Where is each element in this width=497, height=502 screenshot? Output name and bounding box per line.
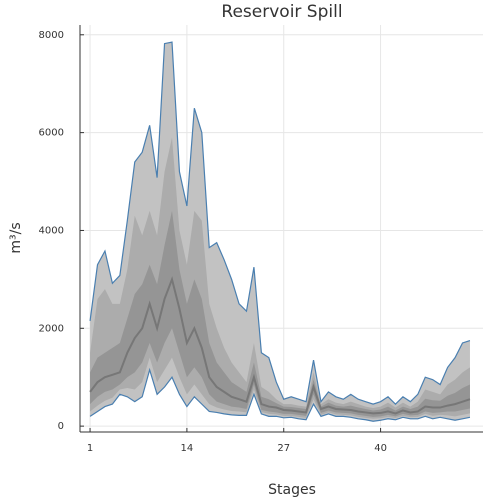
chart-title: Reservoir Spill — [221, 2, 342, 22]
edge-line — [89, 367, 471, 422]
x-tick-label: 40 — [374, 443, 387, 454]
x-tick-label: 14 — [181, 443, 194, 454]
y-tick-label: 6000 — [39, 128, 64, 139]
median-line — [89, 276, 471, 415]
x-tick-label: 1 — [87, 443, 93, 454]
band — [90, 210, 470, 417]
y-tick-label: 2000 — [39, 323, 64, 334]
edge-line — [89, 41, 471, 405]
y-tick-label: 0 — [58, 421, 64, 432]
y-axis-label: m³/s — [8, 222, 24, 253]
x-tick-label: 27 — [277, 443, 290, 454]
y-tick-label: 8000 — [39, 30, 64, 41]
y-tick-label: 4000 — [39, 225, 64, 236]
x-axis-label: Stages — [268, 482, 316, 498]
